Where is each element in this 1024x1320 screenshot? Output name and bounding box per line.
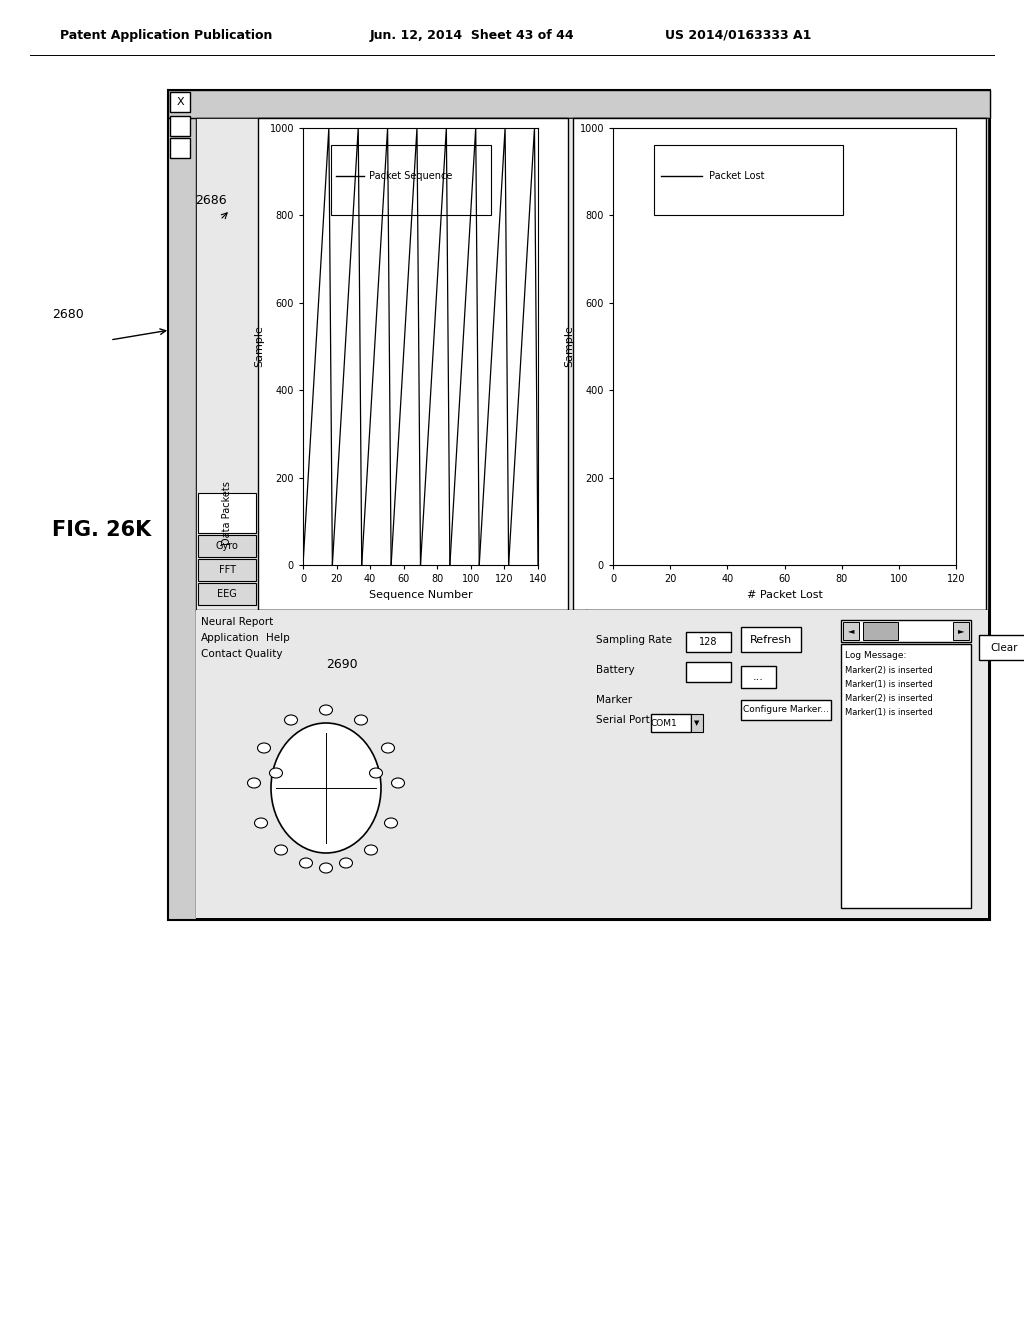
X-axis label: # Packet Lost: # Packet Lost — [746, 590, 822, 599]
Text: ...: ... — [753, 672, 764, 682]
Ellipse shape — [274, 845, 288, 855]
Ellipse shape — [257, 743, 270, 752]
Bar — [196, 117, 988, 610]
Bar — [170, 92, 190, 112]
Text: Packet Sequence: Packet Sequence — [369, 172, 453, 181]
Ellipse shape — [370, 768, 383, 777]
Ellipse shape — [248, 777, 260, 788]
Ellipse shape — [299, 858, 312, 869]
Text: FFT: FFT — [218, 565, 236, 576]
Text: 2686: 2686 — [195, 194, 226, 206]
Text: Application: Application — [201, 634, 260, 643]
Bar — [331, 145, 490, 215]
Text: Log Message:: Log Message: — [845, 652, 906, 660]
Y-axis label: Sample: Sample — [564, 326, 573, 367]
Bar — [741, 667, 776, 688]
Text: ▼: ▼ — [694, 719, 699, 726]
Bar — [843, 622, 859, 640]
Ellipse shape — [354, 715, 368, 725]
Text: Clear: Clear — [990, 643, 1018, 653]
Ellipse shape — [319, 863, 333, 873]
Ellipse shape — [365, 845, 378, 855]
Text: Packet Lost: Packet Lost — [709, 172, 765, 181]
Bar — [741, 700, 831, 719]
Bar — [573, 117, 986, 610]
X-axis label: Sequence Number: Sequence Number — [369, 590, 472, 599]
Text: Contact Quality: Contact Quality — [201, 649, 283, 659]
Text: ►: ► — [957, 627, 965, 635]
Bar — [168, 90, 990, 920]
Bar — [586, 610, 988, 917]
Text: Neural Report: Neural Report — [201, 616, 273, 627]
Ellipse shape — [285, 715, 298, 725]
Bar — [979, 635, 1024, 660]
Text: Battery: Battery — [596, 665, 635, 675]
Bar — [170, 116, 190, 136]
Text: EEG: EEG — [217, 589, 237, 599]
Bar — [686, 632, 731, 652]
Text: 2680: 2680 — [52, 309, 84, 322]
Text: 128: 128 — [698, 638, 717, 647]
Text: 2690: 2690 — [326, 659, 357, 672]
Bar — [863, 622, 898, 640]
Text: Help: Help — [266, 634, 290, 643]
Bar — [170, 139, 190, 158]
Bar — [198, 535, 256, 557]
Bar — [741, 627, 801, 652]
Bar — [168, 90, 990, 117]
Bar — [691, 714, 703, 733]
Bar — [198, 492, 256, 533]
Bar — [198, 558, 256, 581]
Text: Marker: Marker — [596, 696, 632, 705]
Text: US 2014/0163333 A1: US 2014/0163333 A1 — [665, 29, 811, 41]
Ellipse shape — [271, 723, 381, 853]
Text: Marker(1) is inserted: Marker(1) is inserted — [845, 708, 933, 717]
Bar — [651, 714, 691, 733]
Bar — [841, 620, 971, 642]
Ellipse shape — [340, 858, 352, 869]
Text: Serial Port:: Serial Port: — [596, 715, 653, 725]
Text: ◄: ◄ — [848, 627, 854, 635]
Bar — [198, 583, 256, 605]
Text: X: X — [176, 96, 184, 107]
Bar — [196, 117, 988, 917]
Bar — [196, 610, 586, 917]
Y-axis label: Sample: Sample — [254, 326, 264, 367]
Text: Data Packets: Data Packets — [222, 480, 232, 545]
Ellipse shape — [382, 743, 394, 752]
Bar — [686, 663, 731, 682]
Text: Patent Application Publication: Patent Application Publication — [60, 29, 272, 41]
Bar — [654, 145, 843, 215]
Ellipse shape — [319, 705, 333, 715]
Text: FIG. 26K: FIG. 26K — [52, 520, 152, 540]
Text: Marker(2) is inserted: Marker(2) is inserted — [845, 693, 933, 702]
Text: Configure Marker...: Configure Marker... — [743, 705, 829, 714]
Text: Marker(2) is inserted: Marker(2) is inserted — [845, 665, 933, 675]
Text: COM1: COM1 — [650, 718, 677, 727]
Text: Sampling Rate: Sampling Rate — [596, 635, 672, 645]
Ellipse shape — [391, 777, 404, 788]
Text: Refresh: Refresh — [750, 635, 793, 645]
Bar — [953, 622, 969, 640]
Text: Jun. 12, 2014  Sheet 43 of 44: Jun. 12, 2014 Sheet 43 of 44 — [370, 29, 574, 41]
Bar — [258, 117, 568, 610]
Text: Marker(1) is inserted: Marker(1) is inserted — [845, 680, 933, 689]
Text: Gyro: Gyro — [216, 541, 239, 550]
Ellipse shape — [384, 818, 397, 828]
Ellipse shape — [269, 768, 283, 777]
Bar — [841, 644, 971, 908]
Ellipse shape — [255, 818, 267, 828]
